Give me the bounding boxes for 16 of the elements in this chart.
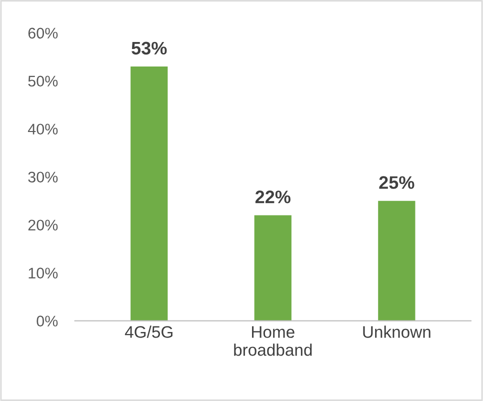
bar	[254, 215, 292, 321]
y-tick-label: 30%	[28, 172, 58, 183]
bar	[130, 66, 168, 321]
y-tick-label: 40%	[28, 124, 58, 135]
data-label: 25%	[379, 176, 414, 189]
y-tick-label: 20%	[28, 220, 58, 231]
data-label: 53%	[132, 42, 167, 55]
data-label: 22%	[255, 190, 290, 204]
x-tick-label: 4G/5G	[124, 326, 172, 338]
x-tick-label: Home broadband	[234, 326, 312, 356]
bar	[378, 200, 416, 321]
y-tick-label: 60%	[28, 28, 58, 39]
y-tick-label: 10%	[28, 268, 58, 278]
y-tick-label: 50%	[28, 76, 58, 87]
x-tick-label: Unknown	[363, 326, 430, 338]
y-tick-label: 0%	[36, 316, 58, 326]
